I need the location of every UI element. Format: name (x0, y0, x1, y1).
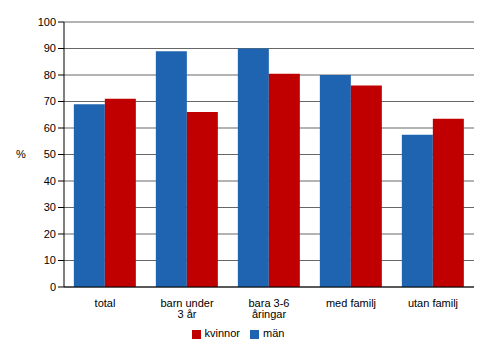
svg-text:60: 60 (44, 122, 56, 134)
html-text:kvinnor: kvinnor (204, 327, 240, 339)
svg-text:%: % (16, 148, 26, 160)
svg-text:barn under3 år: barn under3 år (160, 297, 214, 320)
svg-text:total: total (95, 297, 116, 309)
svg-text:90: 90 (44, 42, 56, 54)
svg-text:30: 30 (44, 201, 56, 213)
html-text:män: män (263, 327, 285, 339)
svg-text:70: 70 (44, 95, 56, 107)
svg-text:bara 3-6åringar: bara 3-6åringar (249, 297, 290, 320)
svg-text:20: 20 (44, 228, 56, 240)
svg-text:10: 10 (44, 254, 56, 266)
svg-text:utan familj: utan familj (408, 297, 458, 309)
svg-text:0: 0 (50, 281, 56, 293)
svg-text:med familj: med familj (326, 297, 376, 309)
svg-text:100: 100 (38, 16, 56, 28)
svg-text:80: 80 (44, 69, 56, 81)
svg-text:40: 40 (44, 175, 56, 187)
svg-text:50: 50 (44, 148, 56, 160)
